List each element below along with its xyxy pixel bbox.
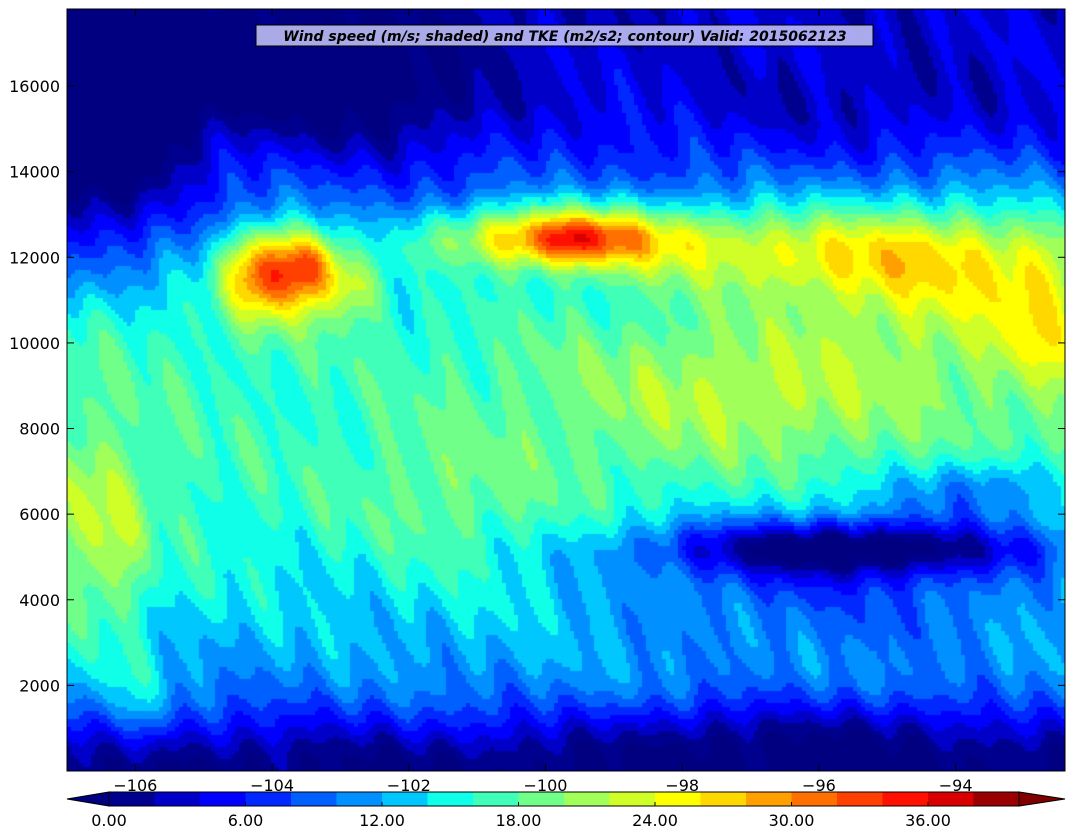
chart-title-box: Wind speed (m/s; shaded) and TKE (m2/s2;… bbox=[255, 24, 874, 47]
colorbar-segment bbox=[518, 792, 565, 806]
colorbar bbox=[66, 791, 1066, 807]
colorbar-under-arrow bbox=[66, 791, 110, 807]
colorbar-segment bbox=[245, 792, 292, 806]
y-tick-label: 4000 bbox=[19, 591, 60, 610]
y-tick-label: 6000 bbox=[19, 505, 60, 524]
colorbar-segment bbox=[655, 792, 701, 806]
colorbar-segment bbox=[837, 792, 883, 806]
chart-title: Wind speed (m/s; shaded) and TKE (m2/s2;… bbox=[283, 29, 846, 45]
colorbar-segment bbox=[336, 792, 383, 806]
colorbar-over-arrow bbox=[1018, 791, 1066, 807]
y-tick-label: 16000 bbox=[9, 77, 60, 96]
colorbar-segment bbox=[882, 792, 929, 806]
x-tick-label: −104 bbox=[250, 776, 294, 795]
colorbar-segment bbox=[382, 792, 428, 806]
colorbar-tick-label: 18.00 bbox=[496, 811, 542, 830]
colorbar-segment bbox=[200, 792, 246, 806]
colorbar-tick-label: 12.00 bbox=[359, 811, 405, 830]
plot-area bbox=[67, 9, 1065, 771]
y-tick-label: 10000 bbox=[9, 334, 60, 353]
y-tick-label: 12000 bbox=[9, 248, 60, 267]
colorbar-segment bbox=[791, 792, 838, 806]
colorbar-tick-label: 24.00 bbox=[632, 811, 678, 830]
x-tick-label: −94 bbox=[939, 776, 973, 795]
colorbar-ticks: 0.00 6.00 12.00 18.00 24.00 30.00 36.00 bbox=[91, 802, 951, 830]
colorbar-segment bbox=[154, 792, 201, 806]
colorbar-frame bbox=[108, 791, 1020, 807]
y-axis: 2000 4000 6000 8000 10000 12000 14000 16000 bbox=[9, 77, 1065, 695]
x-axis: −106 −104 −102 −100 −98 −96 −94 bbox=[113, 9, 973, 795]
colorbar-segment bbox=[291, 792, 337, 806]
colorbar-segment bbox=[427, 792, 474, 806]
x-tick-label: −106 bbox=[113, 776, 157, 795]
colorbar-tick-label: 6.00 bbox=[228, 811, 264, 830]
chart-title-background bbox=[255, 24, 874, 47]
x-tick-label: −102 bbox=[387, 776, 431, 795]
colorbar-tick-label: 30.00 bbox=[769, 811, 815, 830]
colorbar-segment bbox=[564, 792, 610, 806]
plot-frame bbox=[66, 8, 1066, 772]
y-tick-label: 8000 bbox=[19, 420, 60, 439]
wind-speed-field bbox=[67, 9, 1065, 771]
colorbar-segment bbox=[973, 792, 1020, 806]
colorbar-tick-label: 36.00 bbox=[905, 811, 951, 830]
colorbar-segment bbox=[746, 792, 792, 806]
colorbar-segment bbox=[928, 792, 974, 806]
x-tick-label: −96 bbox=[802, 776, 836, 795]
x-tick-label: −100 bbox=[524, 776, 568, 795]
y-tick-label: 2000 bbox=[19, 676, 60, 695]
x-tick-label: −98 bbox=[665, 776, 699, 795]
y-tick-label: 14000 bbox=[9, 163, 60, 182]
colorbar-segment bbox=[609, 792, 656, 806]
colorbar-tick-label: 0.00 bbox=[91, 811, 127, 830]
colorbar-segment bbox=[700, 792, 747, 806]
colorbar-segment bbox=[109, 792, 155, 806]
colorbar-segment bbox=[473, 792, 519, 806]
